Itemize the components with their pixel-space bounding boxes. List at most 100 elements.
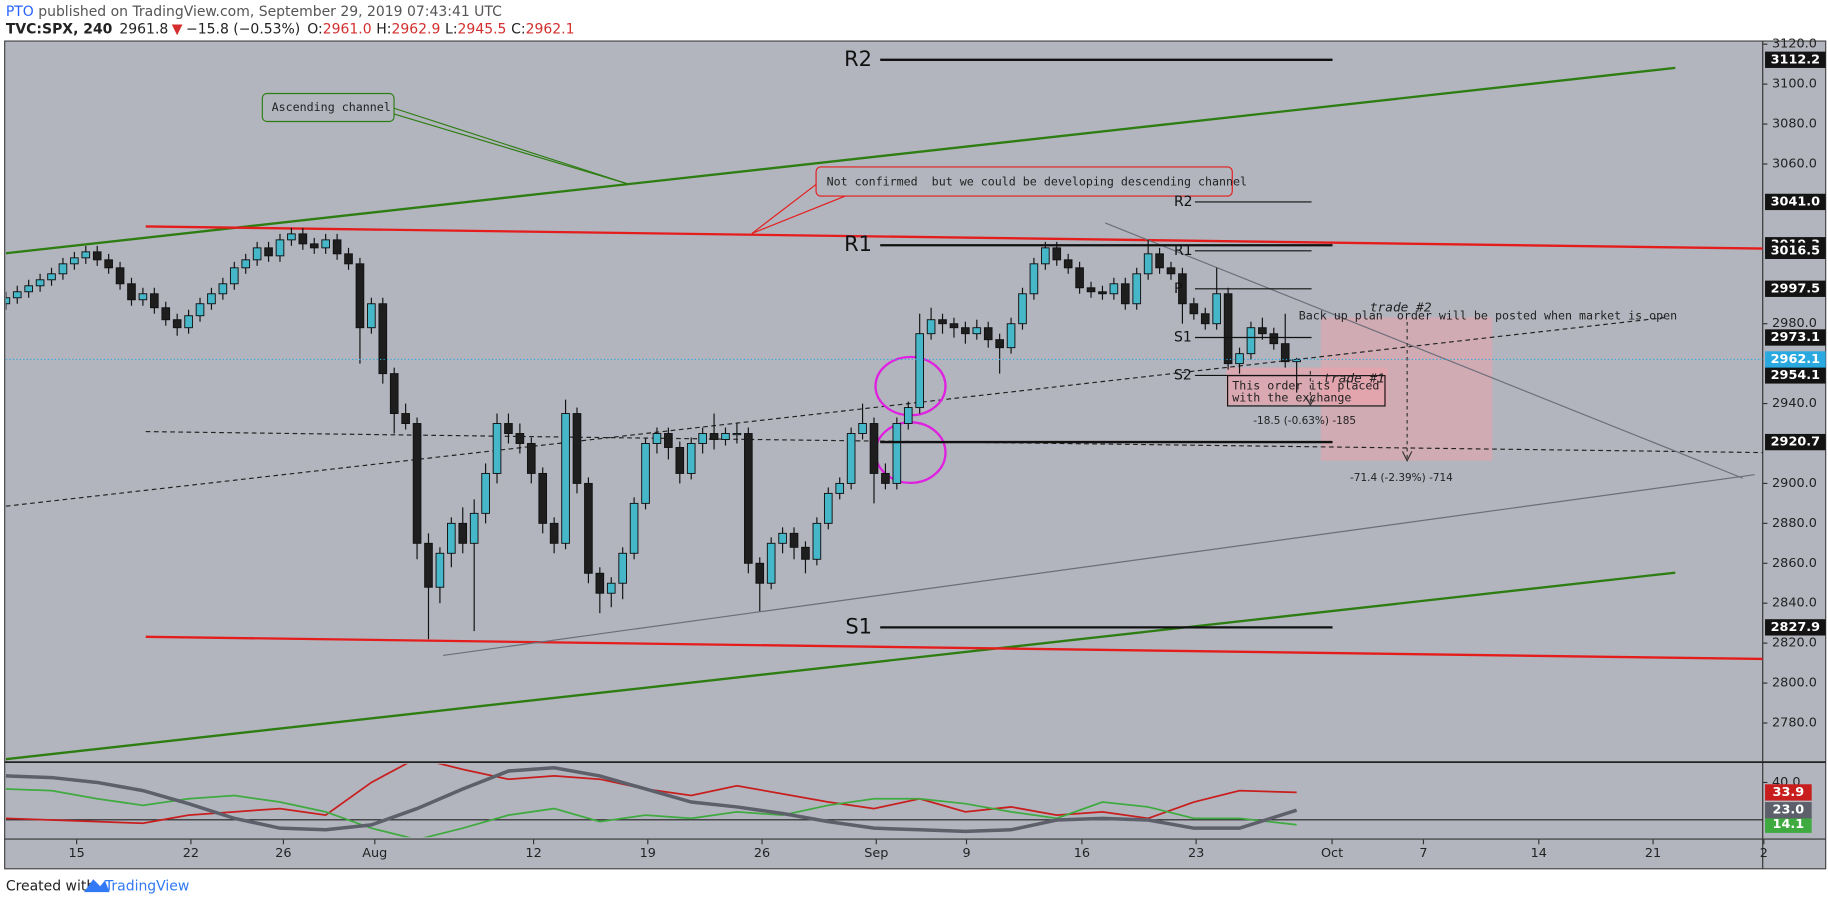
indicator-label-box [1765,816,1812,833]
candle-body [1120,283,1130,305]
candle-body [961,327,970,335]
candle-body [435,552,445,588]
candle-body [1258,327,1267,335]
pivot-name: S1 [1174,329,1192,345]
plot: R2 R1 S1 R2 R1 P S1 S2 [5,47,1763,640]
publisher[interactable]: PTO [6,4,34,20]
price-label-box [1765,433,1826,451]
price-label: 3016.5 [1771,243,1821,258]
price-label: 2973.1 [1771,330,1821,345]
logo [83,879,110,893]
indicator-label-box [1765,784,1812,801]
price-label: 2827.9 [1771,620,1821,635]
candle-body [378,303,388,375]
x-tick-label: 9 [962,846,970,861]
candle-body [469,512,479,544]
y-tick-label: 3060.0 [1772,156,1817,171]
pivot-name: P [1174,281,1182,297]
x-tick-label: Oct [1321,846,1343,861]
candle-body [355,263,365,329]
candle-body [1189,303,1199,315]
annotation: Back up plan order will be posted when m… [1299,309,1677,323]
candle-body [926,319,936,335]
candle-body [321,239,330,249]
candle-body [949,323,959,329]
candle-body [732,433,742,436]
candle-body [1178,273,1187,305]
x-tick-label: 21 [1645,846,1661,861]
candle-body [184,315,193,329]
x-tick-label: 19 [640,846,656,861]
candle-body [264,247,273,257]
candle-body [823,492,833,524]
footer-brand[interactable]: TradingView [104,878,189,894]
callout-line [391,112,630,186]
candle-body [5,297,11,305]
candle-body [1280,343,1290,363]
candle-body [641,443,650,504]
candle-body [561,413,570,544]
candle-body [629,502,639,554]
candle-body [127,283,136,301]
c-label: C: [511,21,525,37]
candle-body [812,522,822,560]
indicator-label-box [1765,802,1812,819]
x-tick-label: 7 [1419,846,1427,861]
h-label: H: [376,21,391,37]
candle-body [1235,353,1244,365]
price-label-box [1765,619,1826,636]
candle-body [424,542,433,588]
candle-body [584,482,593,574]
annotation: This order its placed [1232,379,1379,393]
candle-body [47,273,56,281]
candle-body [332,239,342,255]
l-label: L: [445,21,458,37]
candle-body [869,423,879,474]
candle-body [218,283,228,295]
channel-line [5,66,1676,255]
candle-body [492,423,502,474]
arrow: ▼ [172,21,183,37]
symbol: TVC:SPX, 240 [6,21,113,37]
candle-body [195,303,205,317]
symbol-line: TVC:SPX, 240 2961.8 ▼ −15.8 (−0.53%) O:2961.… [6,21,575,37]
price-label-box [1765,280,1826,297]
x-tick-label: 22 [183,846,199,861]
candle-body [938,319,947,325]
candle-body [1155,253,1164,269]
candle-body [1246,327,1256,355]
annotation: trade #2 [1370,301,1432,316]
header-line: PTO published on TradingView.com, Septem… [6,4,502,20]
candle-body [1041,247,1050,265]
candle-body [447,522,456,554]
change: −15.8 (−0.53%) [186,21,300,37]
candle-body [595,572,605,594]
candle-body [618,552,627,584]
arrow-head [1305,396,1316,406]
indicator-label: 23.0 [1773,803,1805,818]
candle-body [755,562,765,584]
candle-body [504,423,513,434]
callout-line [751,183,817,234]
candle-body [515,433,525,444]
pivot-name: R1 [1174,243,1193,259]
candle-body [1006,323,1016,349]
price-label: 3041.0 [1771,194,1821,209]
callout-box [261,92,395,123]
candle-body [721,433,730,440]
candle-body [744,433,753,564]
c: 2962.1 [526,21,575,37]
callout-line [391,106,630,185]
candle-body [1018,293,1027,325]
candle-body [344,253,353,265]
candle-body [92,251,102,261]
candle-body [298,233,308,245]
y-tick-label: 2880.0 [1772,516,1817,531]
x-tick-label: 23 [1188,846,1204,861]
indicator-label: 14.1 [1773,817,1805,832]
pivot-name: R2 [1174,194,1193,210]
price-label: 2997.5 [1771,281,1821,296]
candle-body [606,582,616,594]
y-tick-label: 3120.0 [1772,37,1817,52]
candle-body [150,293,159,309]
